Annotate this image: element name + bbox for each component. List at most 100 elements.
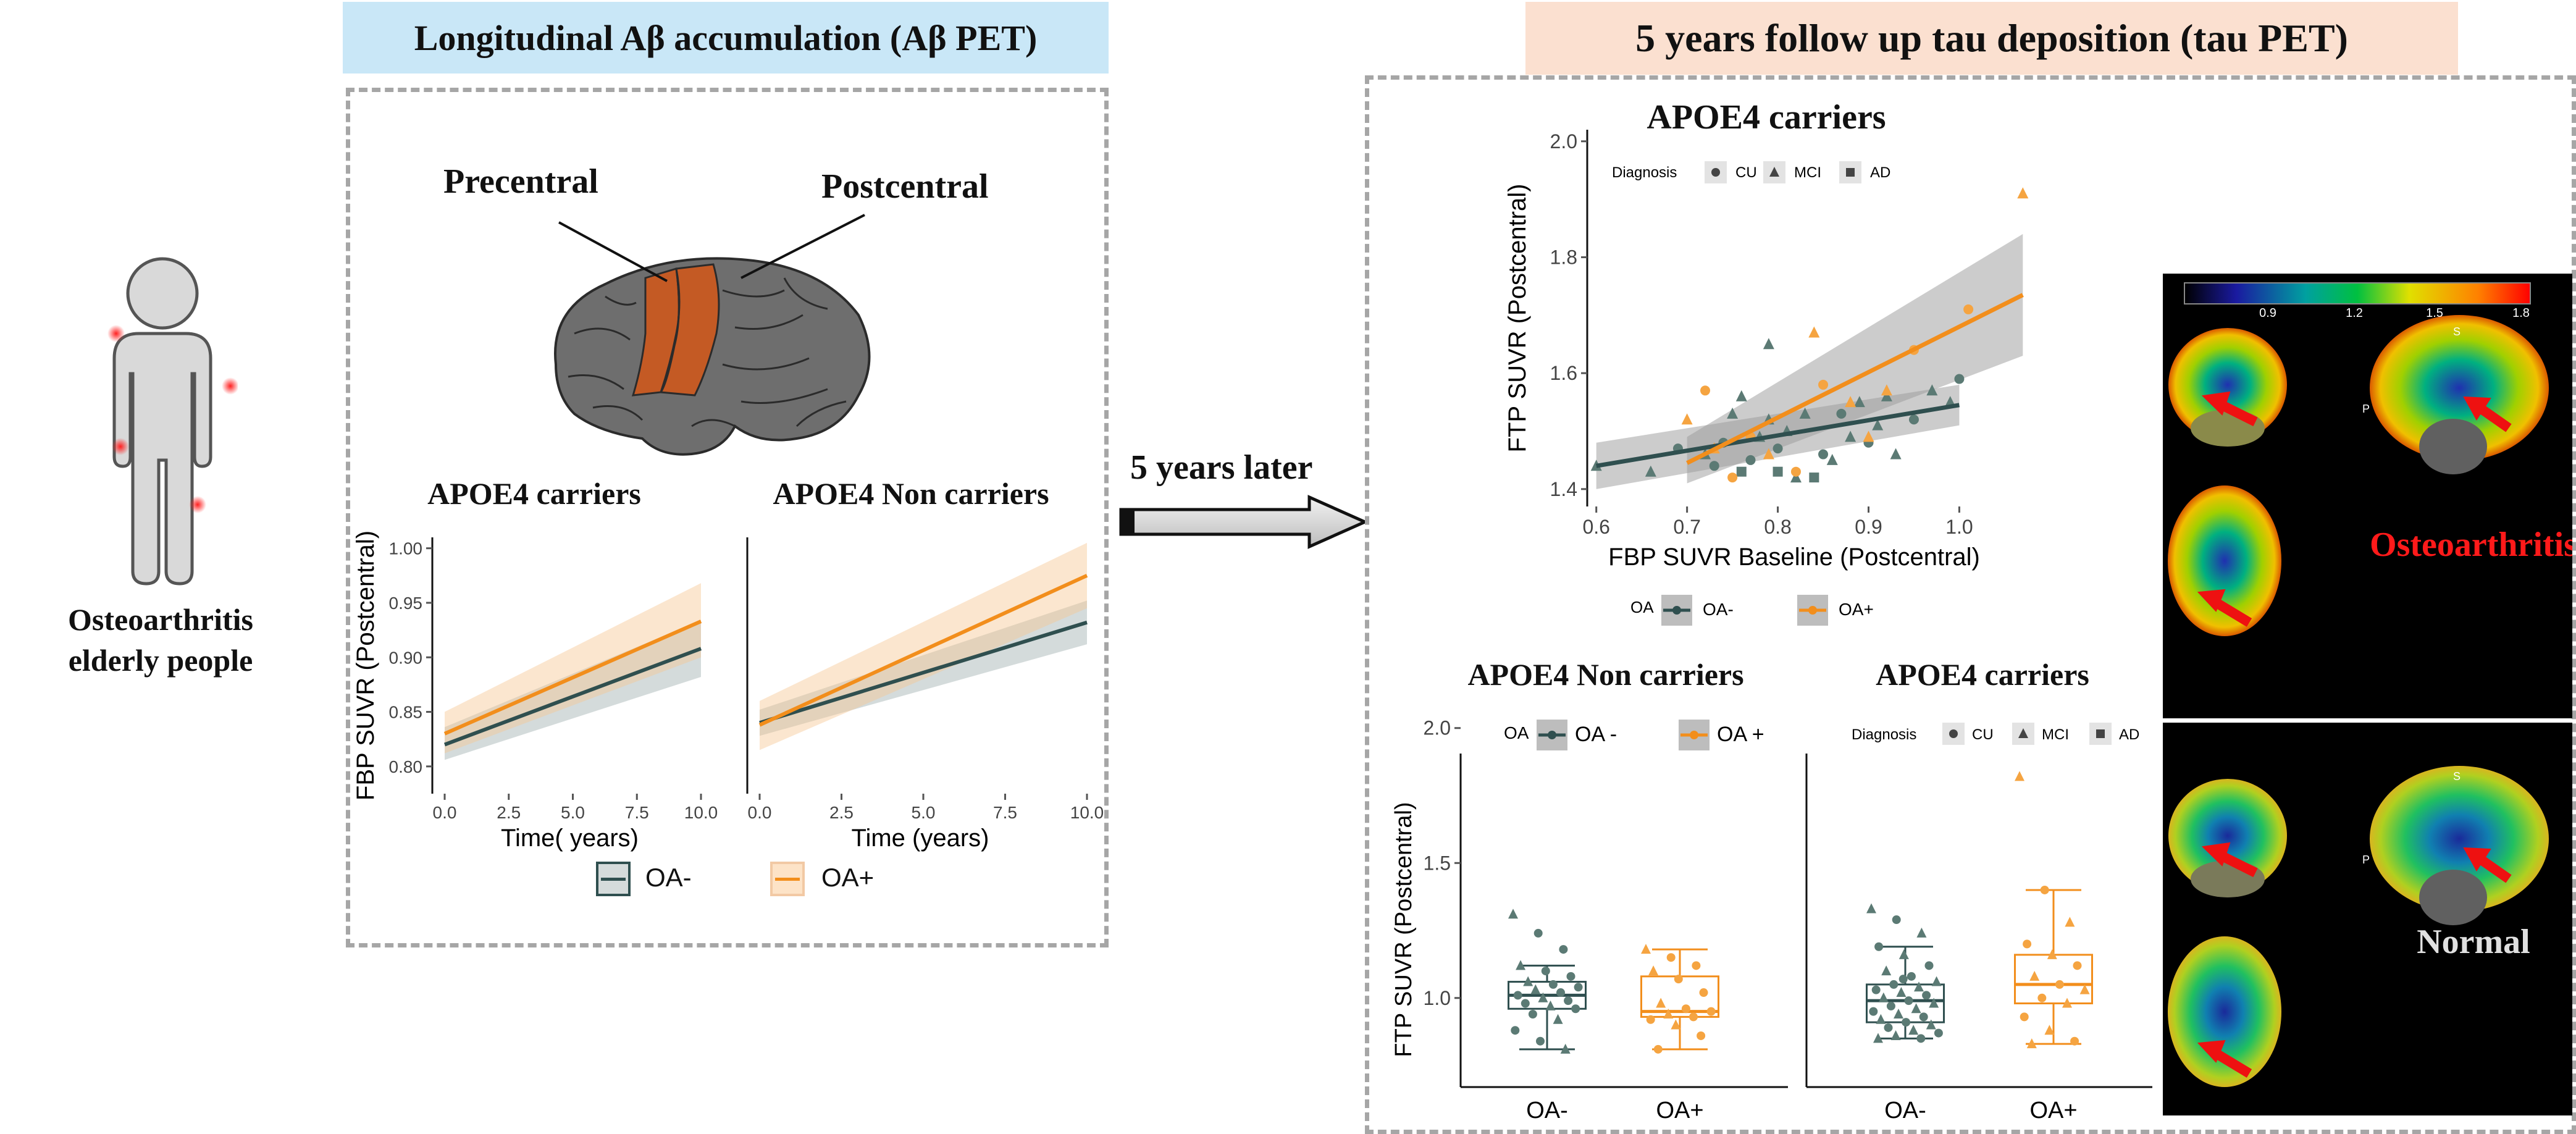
- tau-box-carriers-category-label: OA-: [1884, 1098, 1926, 1124]
- abeta-noncarriers-xtick-label: 2.5: [829, 803, 854, 822]
- tau-box-noncarriers-point: [1697, 1031, 1706, 1040]
- tau-scatter-point-oa-neg: [1954, 374, 1965, 384]
- tau-box-carriers-point: [2073, 961, 2082, 970]
- tau-box-carriers-point: [2070, 1036, 2079, 1046]
- tau-box-noncarriers-point: [1653, 1044, 1663, 1054]
- tau-box-noncarriers-point: [1671, 1019, 1681, 1030]
- tau-box-carriers-point: [1898, 975, 1908, 984]
- tau-scatter-point-oa-neg: [1790, 471, 1802, 483]
- legend-key-oa-pos: [770, 862, 805, 896]
- tau-box-carriers-point: [1896, 987, 1907, 998]
- abeta-noncarriers-xtick-label: 5.0: [912, 803, 936, 822]
- pet-scale-tick-0: 0.9: [2259, 306, 2276, 320]
- tau-box-noncarriers-point: [1553, 1014, 1563, 1024]
- tau-box-carriers-point: [1898, 949, 1909, 959]
- tau-box-carriers-point: [1922, 991, 1931, 1000]
- abeta-carriers-xtick-label: 7.5: [625, 803, 649, 822]
- tau-box-carriers-point: [1866, 903, 1876, 914]
- tau-box-carriers-category-label: OA+: [2029, 1098, 2077, 1124]
- right-arrow: [1119, 495, 1369, 549]
- tau-scatter-xtick-label: 0.8: [1764, 516, 1791, 538]
- tau-scatter-xtick-label: 0.6: [1582, 516, 1609, 538]
- abeta-carriers-xlabel: Time( years): [501, 825, 639, 852]
- tau-scatter-point-oa-pos: [1727, 472, 1738, 483]
- abeta-noncarriers-line-oa-pos: [758, 574, 1088, 727]
- tau-box-noncarriers-ytick-label: 1.0: [1424, 987, 1451, 1009]
- tau-box-carriers-point: [2023, 939, 2032, 949]
- abeta-legend: OA- OA+: [596, 862, 905, 905]
- pet-orient-p-top: P: [2362, 403, 2370, 415]
- tau-box-carriers-point: [1904, 996, 1913, 1006]
- pet-scale-tick-1: 1.2: [2346, 306, 2363, 320]
- tau-box-carriers-point: [2047, 949, 2057, 959]
- person-figure: [90, 250, 239, 596]
- tau-box-diagnosis-label-mci: MCI: [2042, 726, 2069, 743]
- tau-box-noncarriers-point: [1559, 945, 1568, 954]
- tau-box-carriers-point: [1934, 1028, 1943, 1038]
- tau-box-oa-legend-title: OA: [1504, 723, 1529, 742]
- tau-box-noncarriers-point: [1574, 983, 1583, 992]
- pet-label-osteoarthritis: Osteoarthritis: [2370, 526, 2572, 564]
- tau-box-noncarriers-point: [1648, 965, 1659, 976]
- tau-scatter-fit-oa-pos: [1686, 293, 2024, 465]
- tau-box-carriers-point: [2026, 1038, 2037, 1049]
- tau-box-carriers-point: [1919, 1012, 1928, 1022]
- pet-orient-p-bottom: P: [2362, 854, 2370, 866]
- person-head: [126, 257, 199, 330]
- tau-scatter-point-oa-neg: [1826, 453, 1838, 465]
- tau-box-noncarriers-point: [1556, 988, 1565, 998]
- tau-scatter-oa-key-dot: [1672, 606, 1681, 615]
- tau-box-carriers-point: [2044, 1025, 2055, 1035]
- tau-box-carriers-point: [1926, 1019, 1936, 1030]
- tau-box-noncarriers-point: [1508, 909, 1518, 919]
- tau-box-carriers-point: [2065, 917, 2075, 927]
- tau-scatter-point-oa-pos: [1763, 448, 1774, 460]
- tau-box-diagnosis-key-ad: [2096, 729, 2105, 738]
- tau-box-carriers-point: [1931, 976, 1942, 986]
- tau-box-noncarriers-point: [1528, 1010, 1537, 1018]
- tau-box-carriers-point: [1874, 942, 1884, 951]
- tau-box-carriers-title: APOE4 carriers: [1876, 657, 2089, 692]
- tau-scatter-oa-label-0: OA-: [1703, 600, 1734, 619]
- legend-label-oa-neg: OA-: [645, 863, 692, 892]
- tau-box-noncarriers-point: [1536, 1036, 1545, 1046]
- tau-box-carriers-point: [1894, 1009, 1903, 1018]
- tau-scatter-point-oa-neg: [1890, 448, 1902, 460]
- tau-box-noncarriers-point: [1571, 1004, 1580, 1014]
- tau-box-noncarriers-point: [1533, 928, 1543, 938]
- tau-scatter-point-oa-pos: [1963, 304, 1974, 314]
- tau-box-noncarriers-ylabel: FTP SUVR (Postcentral): [1391, 802, 1417, 1057]
- tau-scatter-point-oa-neg: [1908, 414, 1919, 425]
- tau-box-oa-key-dot: [1548, 731, 1556, 739]
- tau-box-carriers-point: [2029, 970, 2040, 981]
- abeta-carriers-xtick-label: 5.0: [561, 803, 585, 822]
- tau-box-noncarriers-point: [1689, 1012, 1698, 1022]
- tau-box-carriers-point: [1873, 1033, 1883, 1043]
- tau-box-noncarriers-point: [1699, 988, 1708, 998]
- tau-box-carriers-point: [1908, 1025, 1919, 1035]
- abeta-noncarriers-xlabel: Time (years): [852, 825, 989, 852]
- tau-scatter-point-oa-neg: [1745, 455, 1756, 465]
- tau-box-carriers-point: [1890, 1030, 1901, 1040]
- abeta-carriers-xtick-label: 0.0: [433, 803, 457, 822]
- tau-box-carriers-point: [1889, 980, 1898, 989]
- tau-box-oa-label-1: OA +: [1717, 723, 1764, 746]
- tau-scatter-point-oa-neg: [1773, 443, 1783, 454]
- tau-scatter-diagnosis-legend-title: Diagnosis: [1612, 164, 1677, 181]
- tau-box-noncarriers-category-label: OA-: [1526, 1098, 1568, 1124]
- tau-box-noncarriers-point: [1706, 1007, 1716, 1016]
- years-later-label: 5 years later: [1130, 448, 1313, 487]
- tau-scatter-point-oa-neg: [1926, 384, 1938, 396]
- abeta-noncarriers-title: APOE4 Non carriers: [773, 476, 1049, 511]
- tau-box-carriers-point: [1911, 1003, 1921, 1014]
- tau-scatter-point-oa-neg: [1872, 419, 1884, 430]
- abeta-carriers-ylabel: FBP SUVR (Postcentral): [352, 531, 379, 800]
- tau-box-diagnosis-key-cu: [1949, 729, 1958, 738]
- tau-scatter-oa-key-dot: [1808, 606, 1817, 615]
- abeta-carriers-ytick-label: 0.90: [389, 648, 423, 667]
- pet-orient-s-bottom: S: [2453, 770, 2461, 783]
- label-precentral: Precentral: [443, 162, 598, 201]
- tau-box-diagnosis-key-mci: [2018, 728, 2028, 738]
- tau-box-noncarriers-category-label: OA+: [1656, 1098, 1703, 1124]
- tau-box-carriers-point: [1869, 1007, 1878, 1016]
